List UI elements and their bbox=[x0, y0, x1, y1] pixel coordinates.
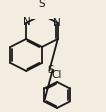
Text: Cl: Cl bbox=[52, 70, 62, 80]
Text: N: N bbox=[53, 18, 61, 28]
Text: S: S bbox=[39, 0, 45, 9]
Text: N: N bbox=[23, 17, 31, 27]
Text: S: S bbox=[48, 65, 54, 75]
